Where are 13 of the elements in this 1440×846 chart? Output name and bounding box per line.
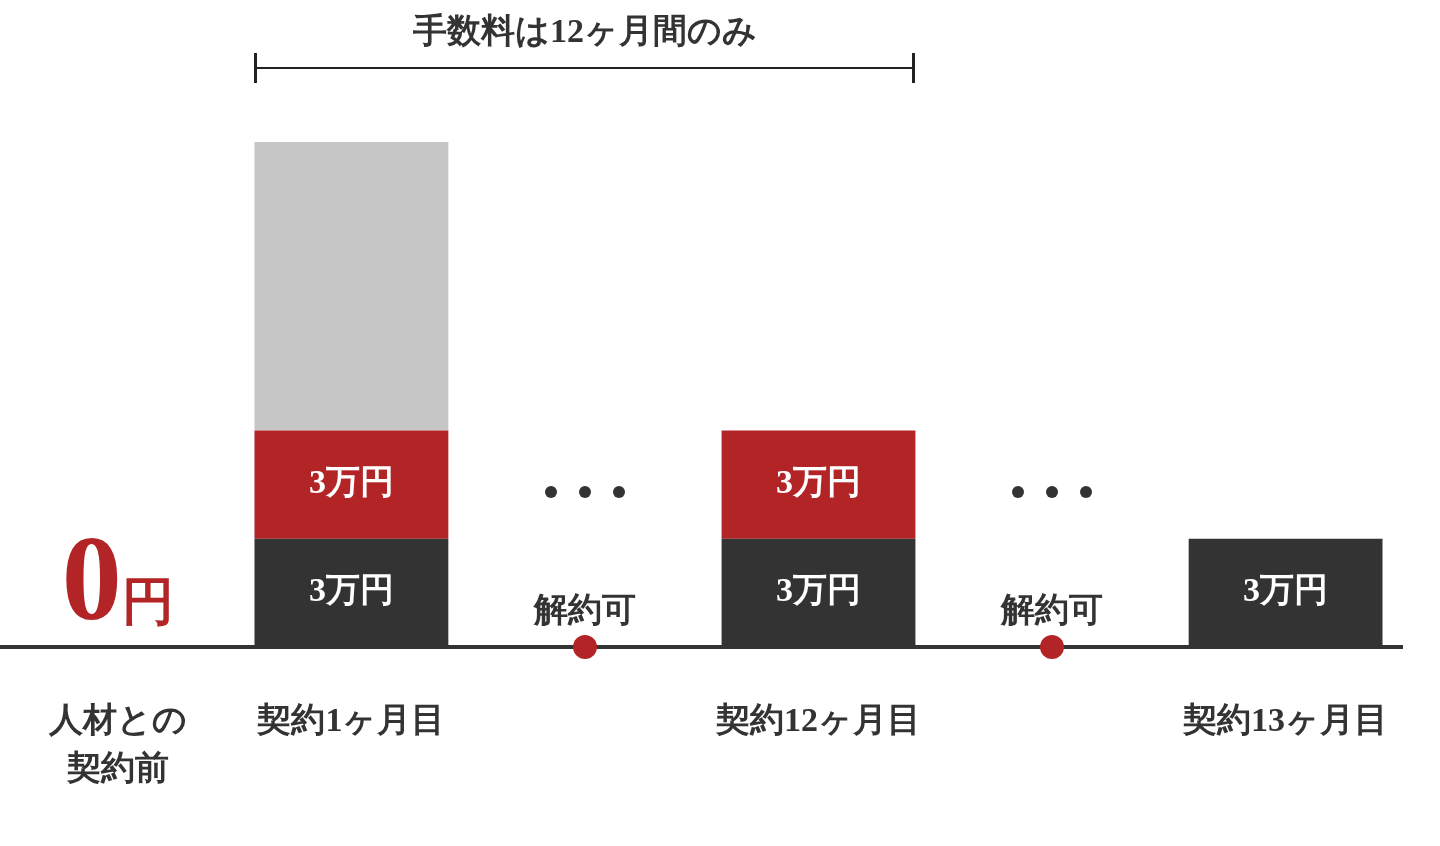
annotation: 0円 [61,511,174,645]
annotation: 解約可 [532,590,636,628]
x-tick-label: 人材との契約前 [47,701,187,786]
data-label: 3万円 [776,571,861,609]
annotation: 解約可 [1000,590,1104,628]
chart-title: 手数料は12ヶ月間のみ [411,12,757,49]
x-tick-label: 契約1ヶ月目 [256,701,446,739]
data-label: 3万円 [308,463,394,501]
data-label: 3万円 [308,571,394,609]
data-label: 3万円 [776,463,861,501]
x-tick-label: 契約12ヶ月目 [715,701,921,739]
x-tick-label: 契約13ヶ月目 [1182,701,1389,739]
data-label: 3万円 [1243,571,1329,609]
